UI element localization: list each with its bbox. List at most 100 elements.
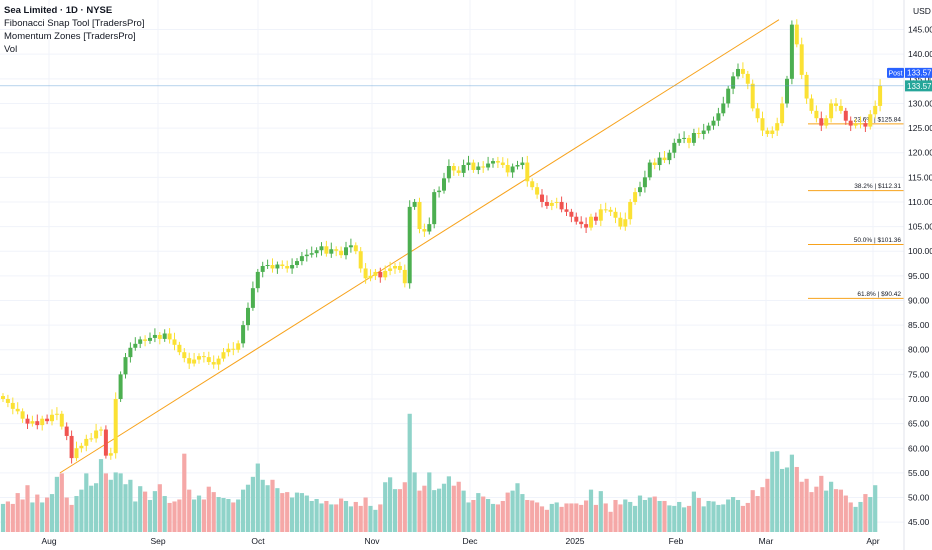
indicator-volume[interactable]: Vol: [4, 44, 18, 55]
candle-body: [45, 418, 50, 422]
candle-body: [397, 266, 402, 270]
symbol-title[interactable]: Sea Limited · 1D · NYSE: [4, 5, 113, 16]
time-tick-label: Oct: [251, 536, 265, 546]
volume-bar: [628, 501, 633, 532]
volume-bar: [701, 506, 706, 532]
price-tick-label: 120.00: [908, 148, 932, 158]
volume-bar: [809, 492, 814, 532]
volume-bar: [275, 488, 280, 532]
volume-bar: [726, 499, 731, 532]
volume-bar: [525, 499, 530, 532]
volume-bar: [569, 503, 574, 532]
indicator-momentum[interactable]: Momentum Zones [TradersPro]: [4, 31, 136, 42]
volume-bar: [152, 491, 157, 532]
candle-body: [285, 266, 290, 269]
volume-bar: [784, 467, 790, 532]
candle-body: [765, 130, 770, 134]
candle-body: [623, 219, 628, 227]
candle-body: [809, 98, 814, 111]
volume-bar: [574, 503, 579, 532]
volume-bar: [64, 497, 69, 532]
volume-bar: [260, 479, 265, 532]
price-tick-label: 55.00: [908, 468, 930, 478]
candle-body: [177, 344, 182, 353]
volume-bar: [397, 489, 402, 532]
fibonacci-levels: 23.6% | $125.84 38.2% | $112.31 50.0% | $1…: [808, 116, 904, 299]
volume-bar: [647, 497, 652, 532]
candle-body: [466, 162, 471, 166]
time-axis[interactable]: Aug Sep Oct Nov Dec 2025 Feb Mar Apr: [41, 536, 879, 546]
candle-body: [172, 339, 177, 345]
candle-body: [84, 438, 89, 446]
candle-body: [706, 125, 711, 131]
volume-bar: [211, 492, 216, 532]
volume-bar: [853, 506, 858, 532]
candle-body: [358, 251, 363, 269]
volume-bar: [544, 509, 549, 532]
volume-bar: [10, 503, 15, 532]
candle-body: [216, 358, 221, 365]
volume-bar: [196, 495, 202, 532]
candle-body: [500, 162, 505, 166]
time-tick-label: Mar: [759, 536, 774, 546]
candle-body: [510, 166, 515, 173]
candle-body: [579, 221, 584, 225]
volume-bar: [5, 501, 10, 532]
candle-body: [388, 268, 393, 271]
candle-body: [481, 166, 486, 168]
candle-body: [182, 352, 187, 359]
volume-bar: [696, 498, 701, 532]
indicator-fibonacci[interactable]: Fibonacci Snap Tool [TradersPro]: [4, 18, 145, 29]
volume-bar: [113, 472, 118, 532]
price-tick-label: 80.00: [908, 345, 930, 355]
candle-body: [677, 138, 682, 143]
candle-body: [99, 429, 103, 431]
time-tick-label: 2025: [566, 536, 585, 546]
volume-bar: [657, 500, 662, 532]
candle-body: [446, 166, 451, 179]
volume-bar: [79, 489, 84, 532]
volume-bar: [515, 483, 520, 532]
candle-body: [789, 24, 794, 79]
volume-bar: [201, 499, 206, 532]
volume-bar: [59, 473, 64, 532]
candle-body: [598, 209, 603, 221]
candle-body: [363, 268, 368, 279]
volume-bar: [760, 487, 765, 532]
fib-level-label: 38.2% | $112.31: [854, 183, 901, 190]
volume-bar: [69, 504, 74, 532]
volume-bar: [255, 463, 260, 532]
volume-bar: [221, 498, 226, 532]
candle-body: [672, 142, 677, 153]
fib-level-label: 61.8% | $90.42: [857, 291, 901, 298]
price-axis[interactable]: USD: [903, 0, 932, 550]
candle-body: [740, 68, 745, 74]
candle-body: [814, 110, 819, 119]
volume-bar: [819, 475, 824, 532]
volume-bar: [172, 501, 177, 532]
price-tick-label: 100.00: [908, 246, 932, 256]
candle-body: [35, 421, 40, 426]
candle-body: [344, 247, 348, 256]
candlesticks: [1, 19, 883, 464]
candle-body: [10, 402, 15, 409]
candle-body: [633, 192, 638, 202]
volume-bar: [30, 502, 35, 532]
volume-bar: [383, 482, 388, 532]
candle-body: [731, 76, 736, 89]
volume-bar: [245, 484, 251, 532]
volume-bar: [206, 486, 211, 532]
candle-body: [564, 209, 569, 212]
volume-bar: [368, 505, 373, 532]
candle-body: [471, 162, 476, 170]
candle-body: [647, 162, 652, 178]
candle-body: [530, 181, 535, 188]
candle-body: [417, 201, 422, 230]
volume-bar: [799, 481, 804, 532]
candle-body: [785, 78, 789, 104]
grid-lines: [0, 0, 904, 532]
volume-bar: [721, 504, 726, 532]
candle-body: [873, 105, 878, 115]
volume-bar: [500, 500, 505, 532]
